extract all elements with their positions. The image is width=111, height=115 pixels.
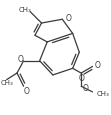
Text: O: O	[65, 14, 71, 23]
Text: CH₃: CH₃	[0, 79, 13, 85]
Text: O: O	[78, 74, 84, 83]
Text: O: O	[94, 60, 100, 69]
Text: CH₃: CH₃	[96, 90, 109, 96]
Text: O: O	[83, 83, 89, 92]
Text: CH₃: CH₃	[18, 7, 31, 13]
Text: O: O	[24, 86, 29, 95]
Text: O: O	[18, 55, 24, 64]
